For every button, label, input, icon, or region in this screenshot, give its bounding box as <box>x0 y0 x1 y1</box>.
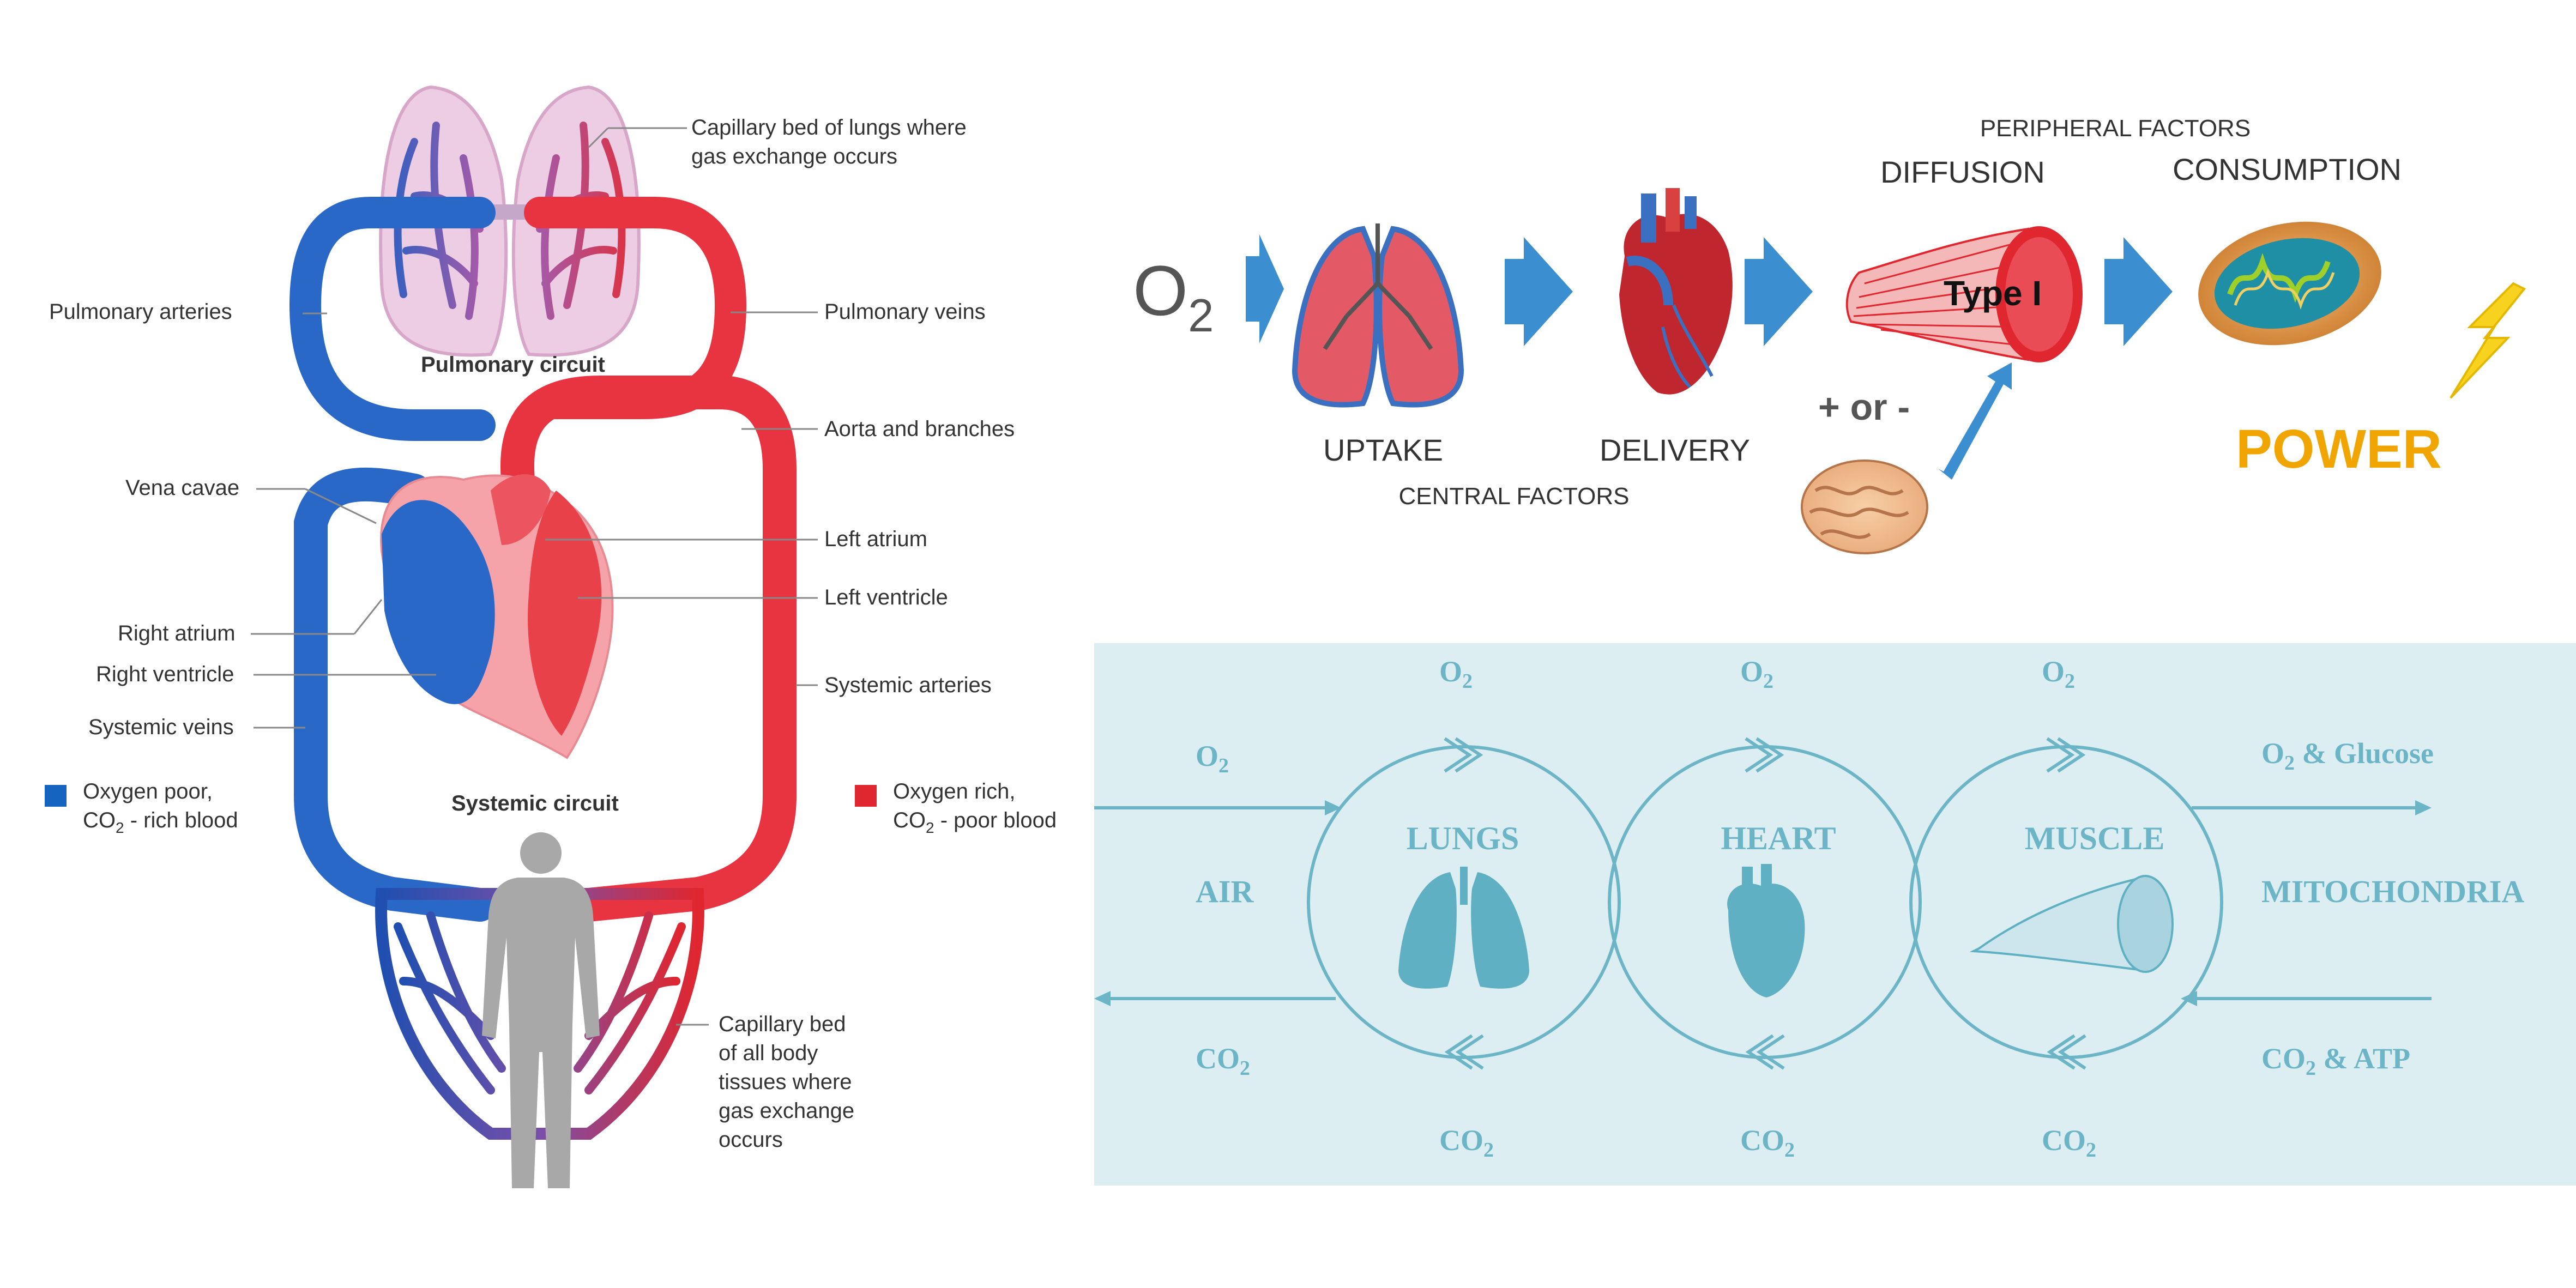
cycle-heart-label: HEART <box>1721 820 1836 856</box>
legend-oxygen-poor-line2: CO2 - rich blood <box>83 808 238 836</box>
label-aorta: Aorta and branches <box>824 417 1015 441</box>
arrowhead-left-icon <box>1094 991 1111 1006</box>
chevron-right-icon <box>1444 737 1483 773</box>
leader-lines <box>251 127 818 1026</box>
legend-swatch-oxygen-poor <box>45 785 67 807</box>
cycle-muscle-co2-label: CO2 <box>2042 1124 2096 1162</box>
arrow-icon-4 <box>2104 237 2173 346</box>
muscle-fiber-icon: Type I <box>1845 226 2083 362</box>
lungs-uptake-icon <box>1292 223 1464 408</box>
cycle-mitochondria-label: MITOCHONDRIA <box>2261 874 2524 909</box>
legend-swatch-oxygen-rich <box>855 785 877 807</box>
label-right-atrium: Right atrium <box>118 621 236 645</box>
heart-icon <box>380 474 614 759</box>
brain-arrow-icon <box>1938 362 2012 480</box>
peripheral-factors-label: PERIPHERAL FACTORS <box>1980 115 2251 142</box>
label-right-ventricle: Right ventricle <box>96 662 234 686</box>
chevron-left-icon <box>1444 1034 1484 1070</box>
legend-oxygen-rich-line2: CO2 - poor blood <box>893 808 1057 836</box>
arrow-icon-1 <box>1246 234 1284 343</box>
circulation-diagram: Capillary bed of lungs where gas exchang… <box>45 85 1057 1188</box>
cycle-heart-o2-label: O2 <box>1740 655 1773 693</box>
label-capillary-body-line1: Capillary bed <box>719 1012 846 1036</box>
label-capillary-body-line5: occurs <box>719 1128 783 1152</box>
systemic-vein-vessel <box>294 467 497 922</box>
oxygen-chain: O2 Type I <box>1133 115 2526 554</box>
cycle-air-o2-label: O2 <box>1196 740 1229 777</box>
pulmonary-artery-vessel <box>289 197 496 441</box>
cycle-muscle-icon <box>1969 875 2174 973</box>
plus-or-minus-label: + or - <box>1818 386 1910 428</box>
cycle-air-label: AIR <box>1196 874 1254 909</box>
label-capillary-body-line4: gas exchange <box>719 1099 854 1123</box>
systemic-artery-vessel <box>500 376 797 922</box>
chevron-right-icon <box>1745 737 1784 773</box>
uptake-label: UPTAKE <box>1323 433 1443 467</box>
cycle-lungs-co2-label: CO2 <box>1439 1124 1494 1162</box>
cycle-lungs-label: LUNGS <box>1407 820 1519 856</box>
o2-start-label: O2 <box>1133 251 1214 342</box>
cycle-o2-glucose-label: O2 & Glucose <box>2261 737 2434 775</box>
type-i-label: Type I <box>1944 274 2042 313</box>
arrowhead-left-icon <box>2181 991 2197 1006</box>
label-systemic-circuit: Systemic circuit <box>451 791 619 815</box>
arrowhead-right-icon <box>1325 800 1341 815</box>
cycle-heart-co2-label: CO2 <box>1740 1124 1795 1162</box>
human-figure-icon <box>482 832 600 1188</box>
label-capillary-body-line2: of all body <box>719 1041 818 1065</box>
body-capillary-bed <box>375 888 704 1140</box>
arrowhead-right-icon <box>2415 800 2432 815</box>
label-pulmonary-circuit: Pulmonary circuit <box>421 353 605 377</box>
gas-exchange-cycle-panel: LUNGS HEART MUSCLE AIR MITOCHONDRIA O2 O… <box>1094 643 2576 1186</box>
label-capillary-body-line3: tissues where <box>719 1070 852 1094</box>
cycle-co2-atp-label: CO2 & ATP <box>2261 1042 2410 1080</box>
diffusion-label: DIFFUSION <box>1880 155 2045 189</box>
chevron-right-icon <box>2046 737 2086 773</box>
legend: Oxygen poor, CO2 - rich blood Oxygen ric… <box>45 779 1057 836</box>
power-label: POWER <box>2236 419 2442 480</box>
mitochondrion-icon <box>2198 221 2381 346</box>
consumption-label: CONSUMPTION <box>2173 152 2402 186</box>
heart-delivery-icon <box>1619 188 1733 395</box>
label-vena-cavae: Vena cavae <box>125 476 239 500</box>
label-left-ventricle: Left ventricle <box>824 585 948 609</box>
lightning-icon <box>2450 282 2526 399</box>
central-factors-label: CENTRAL FACTORS <box>1399 483 1630 510</box>
label-systemic-veins: Systemic veins <box>88 715 234 739</box>
cycle-lungs-o2-label: O2 <box>1439 655 1473 693</box>
label-capillary-lungs-line2: gas exchange occurs <box>691 144 897 168</box>
label-left-atrium: Left atrium <box>824 527 927 551</box>
label-systemic-arteries: Systemic arteries <box>824 673 992 697</box>
label-pulmonary-arteries: Pulmonary arteries <box>49 300 232 324</box>
cycle-lungs-icon <box>1398 867 1529 989</box>
cycle-panel-background <box>1094 643 2576 1186</box>
label-pulmonary-veins: Pulmonary veins <box>824 300 986 324</box>
cycle-heart-icon <box>1727 864 1805 997</box>
legend-oxygen-rich-line1: Oxygen rich, <box>893 779 1016 803</box>
cycle-muscle-o2-label: O2 <box>2042 655 2075 693</box>
chevron-left-icon <box>1745 1034 1785 1070</box>
cycle-air-co2-label: CO2 <box>1196 1042 1250 1080</box>
delivery-label: DELIVERY <box>1600 433 1750 467</box>
label-capillary-lungs-line1: Capillary bed of lungs where <box>691 116 967 140</box>
arrow-icon-2 <box>1505 237 1573 346</box>
chevron-left-icon <box>2047 1034 2086 1070</box>
arrow-icon-3 <box>1745 237 1813 346</box>
cycle-muscle-label: MUSCLE <box>2025 820 2165 856</box>
legend-oxygen-poor-line1: Oxygen poor, <box>83 779 213 803</box>
brain-icon <box>1801 459 1928 554</box>
